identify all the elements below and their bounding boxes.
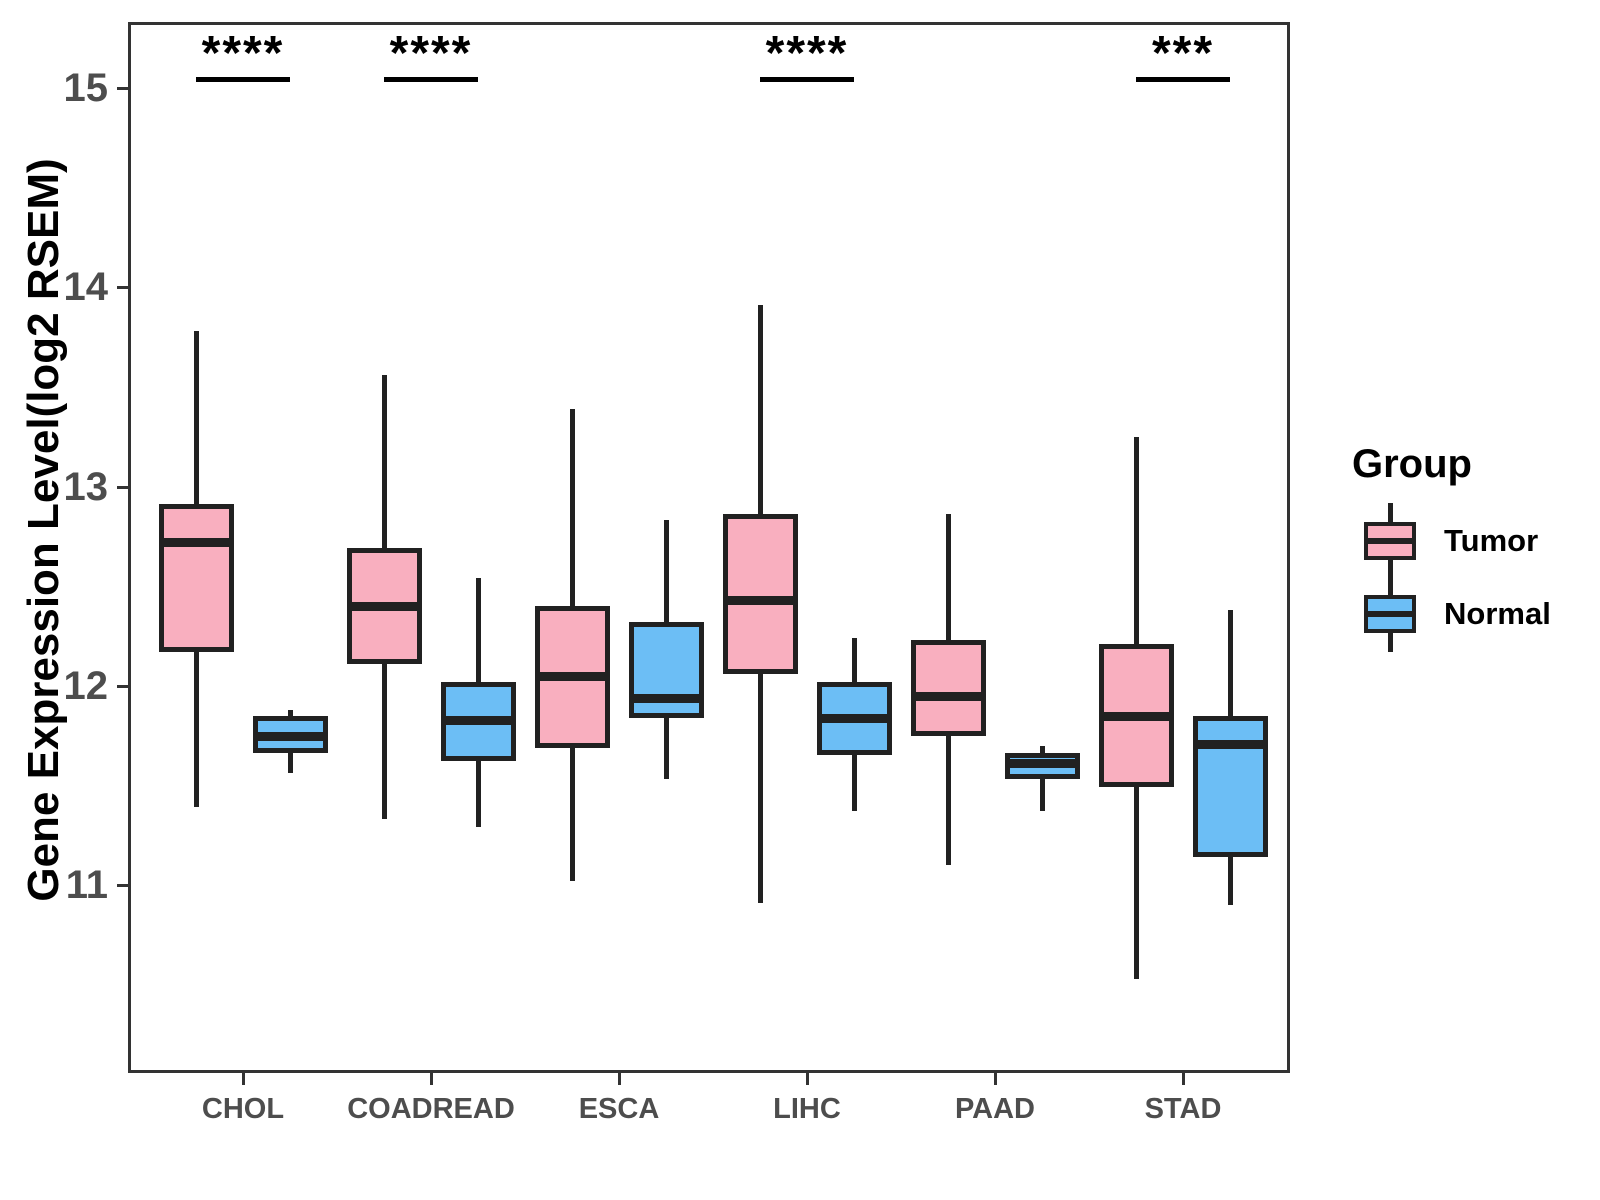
median-chol-tumor <box>159 538 234 547</box>
x-tick-mark-stad <box>1182 1073 1185 1085</box>
upper-whisker-chol-normal <box>288 710 293 716</box>
lower-whisker-stad-tumor <box>1134 787 1139 979</box>
lower-whisker-lihc-tumor <box>758 674 763 903</box>
lower-whisker-esca-normal <box>664 718 669 779</box>
y-tick-label-13: 13 <box>63 465 109 509</box>
upper-whisker-stad-normal <box>1228 610 1233 716</box>
x-axis-label-esca: ESCA <box>578 1093 660 1125</box>
plot-panel <box>128 22 1290 1073</box>
median-stad-tumor <box>1099 712 1174 721</box>
y-tick-mark-13 <box>117 486 128 489</box>
median-lihc-tumor <box>723 596 798 605</box>
upper-whisker-stad-tumor <box>1134 437 1139 644</box>
lower-whisker-coadread-normal <box>476 761 481 827</box>
median-lihc-normal <box>817 714 892 723</box>
upper-whisker-paad-normal <box>1040 746 1045 753</box>
legend-key-median-normal <box>1364 611 1416 617</box>
upper-whisker-chol-tumor <box>194 331 199 504</box>
legend-key-tumor <box>1362 503 1418 579</box>
significance-bar-chol <box>196 77 290 82</box>
box-stad-normal <box>1193 716 1268 857</box>
x-tick-mark-esca <box>618 1073 621 1085</box>
legend-label-normal: Normal <box>1444 596 1551 631</box>
upper-whisker-coadread-tumor <box>382 375 387 548</box>
x-axis-label-chol: CHOL <box>201 1093 285 1125</box>
significance-stars-lihc: **** <box>765 27 849 80</box>
median-paad-tumor <box>911 692 986 701</box>
y-axis-title: Gene Expression Level(log2 RSEM) <box>19 158 68 902</box>
significance-bar-stad <box>1136 77 1230 82</box>
x-axis-label-paad: PAAD <box>954 1093 1036 1125</box>
x-tick-mark-lihc <box>806 1073 809 1085</box>
lower-whisker-esca-tumor <box>570 748 575 881</box>
x-tick-mark-coadread <box>430 1073 433 1085</box>
significance-stars-chol: **** <box>201 27 285 80</box>
lower-whisker-chol-normal <box>288 753 293 773</box>
median-chol-normal <box>253 732 328 741</box>
legend-label-tumor: Tumor <box>1444 523 1539 558</box>
upper-whisker-coadread-normal <box>476 578 481 682</box>
median-coadread-tumor <box>347 602 422 611</box>
median-esca-normal <box>629 694 704 703</box>
x-axis-label-lihc: LIHC <box>773 1093 841 1125</box>
significance-bar-coadread <box>384 77 478 82</box>
upper-whisker-esca-tumor <box>570 409 575 606</box>
box-lihc-tumor <box>723 514 798 674</box>
upper-whisker-esca-normal <box>664 520 669 622</box>
median-paad-normal <box>1005 759 1080 768</box>
y-tick-mark-12 <box>117 685 128 688</box>
y-tick-mark-15 <box>117 87 128 90</box>
legend-key-normal <box>1362 576 1418 652</box>
lower-whisker-coadread-tumor <box>382 664 387 819</box>
lower-whisker-lihc-normal <box>852 755 857 811</box>
box-chol-tumor <box>159 504 234 652</box>
y-tick-label-11: 11 <box>65 863 108 907</box>
median-stad-normal <box>1193 740 1268 749</box>
y-tick-mark-11 <box>117 884 128 887</box>
significance-bar-lihc <box>760 77 854 82</box>
box-paad-tumor <box>911 640 986 736</box>
lower-whisker-chol-tumor <box>194 652 199 807</box>
y-tick-label-14: 14 <box>63 265 109 309</box>
upper-whisker-lihc-normal <box>852 638 857 682</box>
median-coadread-normal <box>441 716 516 725</box>
median-esca-tumor <box>535 672 610 681</box>
legend-key-median-tumor <box>1364 538 1416 544</box>
lower-whisker-paad-tumor <box>946 736 951 865</box>
y-tick-mark-14 <box>117 286 128 289</box>
x-tick-mark-paad <box>994 1073 997 1085</box>
significance-stars-coadread: **** <box>389 27 473 80</box>
lower-whisker-stad-normal <box>1228 857 1233 905</box>
y-tick-label-15: 15 <box>63 66 109 110</box>
significance-stars-stad: *** <box>1151 27 1215 80</box>
legend-title: Group <box>1352 442 1472 486</box>
x-tick-mark-chol <box>242 1073 245 1085</box>
upper-whisker-lihc-tumor <box>758 305 763 514</box>
x-axis-label-coadread: COADREAD <box>347 1093 515 1125</box>
upper-whisker-paad-tumor <box>946 514 951 640</box>
lower-whisker-paad-normal <box>1040 779 1045 811</box>
box-esca-normal <box>629 622 704 718</box>
y-tick-label-12: 12 <box>63 664 109 708</box>
x-axis-label-stad: STAD <box>1144 1093 1222 1125</box>
